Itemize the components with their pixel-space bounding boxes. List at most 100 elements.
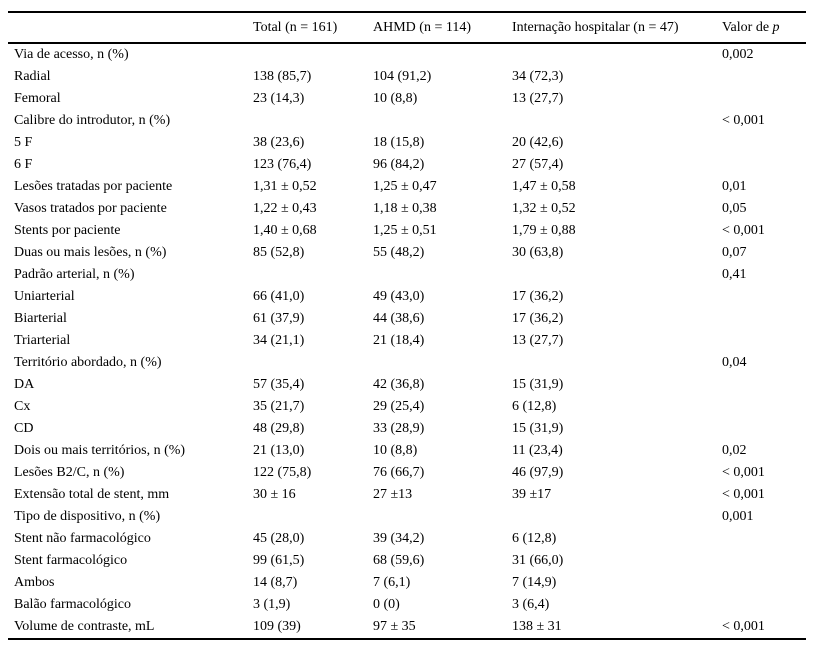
cell-total: 3 (1,9)	[253, 597, 291, 612]
cell-p-value: < 0,001	[722, 223, 765, 238]
cell-ahmd: 96 (84,2)	[373, 157, 425, 172]
cell-p-value: 0,07	[722, 245, 747, 260]
cell-ahmd	[373, 43, 512, 66]
cell-total: 23 (14,3)	[253, 91, 305, 106]
cell-p-value	[722, 550, 806, 572]
table-row: Triarterial 34 (21,1) 21 (18,4) 13 (27,7…	[8, 330, 806, 352]
cell-total: 1,40 ± 0,68	[253, 223, 317, 238]
cell-internacao: 6 (12,8)	[512, 399, 557, 414]
table-row: Calibre do introdutor, n (%) < 0,001	[8, 110, 806, 132]
cell-ahmd: 49 (43,0)	[373, 289, 425, 304]
cell-total: 45 (28,0)	[253, 531, 305, 546]
cell-internacao: 15 (31,9)	[512, 377, 564, 392]
p-value-header-symbol: p	[772, 19, 780, 35]
p-value-header-prefix: Valor de	[722, 19, 770, 35]
row-label: Dois ou mais territórios, n (%)	[14, 443, 186, 458]
cell-total: 1,22 ± 0,43	[253, 201, 317, 216]
cell-internacao: 13 (27,7)	[512, 91, 564, 106]
row-label: Femoral	[14, 91, 61, 106]
cell-total: 138 (85,7)	[253, 69, 312, 84]
cell-p-value: 0,41	[722, 267, 747, 282]
cell-total: 57 (35,4)	[253, 377, 305, 392]
cell-p-value: 0,02	[722, 443, 747, 458]
cell-p-value	[722, 66, 806, 88]
table-row: Território abordado, n (%) 0,04	[8, 352, 806, 374]
table-body: Via de acesso, n (%) 0,002 Radial 138 (8…	[8, 43, 806, 639]
cell-total: 14 (8,7)	[253, 575, 298, 590]
row-label: Ambos	[14, 575, 55, 590]
cell-p-value	[722, 396, 806, 418]
cell-p-value: < 0,001	[722, 113, 765, 128]
table-row: Stents por paciente 1,40 ± 0,68 1,25 ± 0…	[8, 220, 806, 242]
cell-total	[253, 43, 373, 66]
cell-internacao: 13 (27,7)	[512, 333, 564, 348]
cell-total: 48 (29,8)	[253, 421, 305, 436]
cell-ahmd	[373, 352, 512, 374]
cell-internacao: 15 (31,9)	[512, 421, 564, 436]
cell-ahmd: 7 (6,1)	[373, 575, 411, 590]
row-label: Triarterial	[14, 333, 71, 348]
table-row: Duas ou mais lesões, n (%) 85 (52,8) 55 …	[8, 242, 806, 264]
row-label: Stents por paciente	[14, 223, 121, 238]
cell-total	[253, 506, 373, 528]
table-row: Via de acesso, n (%) 0,002	[8, 43, 806, 66]
cell-internacao: 30 (63,8)	[512, 245, 564, 260]
cell-p-value: 0,05	[722, 201, 747, 216]
cell-total: 21 (13,0)	[253, 443, 305, 458]
cell-internacao: 6 (12,8)	[512, 531, 557, 546]
cell-internacao: 7 (14,9)	[512, 575, 557, 590]
table-row: 6 F 123 (76,4) 96 (84,2) 27 (57,4)	[8, 154, 806, 176]
cell-total: 66 (41,0)	[253, 289, 305, 304]
cell-total: 99 (61,5)	[253, 553, 305, 568]
cell-internacao: 27 (57,4)	[512, 157, 564, 172]
cell-p-value	[722, 330, 806, 352]
table-row: Lesões B2/C, n (%) 122 (75,8) 76 (66,7) …	[8, 462, 806, 484]
cell-total: 35 (21,7)	[253, 399, 305, 414]
row-label: Vasos tratados por paciente	[14, 201, 167, 216]
cell-p-value	[722, 154, 806, 176]
row-label: CD	[14, 421, 34, 436]
cell-internacao	[512, 506, 722, 528]
table-row: 5 F 38 (23,6) 18 (15,8) 20 (42,6)	[8, 132, 806, 154]
cell-ahmd: 97 ± 35	[373, 619, 416, 634]
table-row: Biarterial 61 (37,9) 44 (38,6) 17 (36,2)	[8, 308, 806, 330]
cell-total	[253, 264, 373, 286]
table-row: Balão farmacológico 3 (1,9) 0 (0) 3 (6,4…	[8, 594, 806, 616]
cell-total: 61 (37,9)	[253, 311, 305, 326]
table-row: Volume de contraste, mL 109 (39) 97 ± 35…	[8, 616, 806, 639]
cell-p-value: 0,001	[722, 509, 754, 524]
cell-internacao	[512, 352, 722, 374]
cell-p-value	[722, 88, 806, 110]
row-label: 5 F	[14, 135, 33, 150]
cell-internacao: 1,32 ± 0,52	[512, 201, 576, 216]
cell-ahmd: 44 (38,6)	[373, 311, 425, 326]
cell-internacao	[512, 264, 722, 286]
cell-p-value	[722, 594, 806, 616]
cell-ahmd: 39 (34,2)	[373, 531, 425, 546]
row-label: Lesões tratadas por paciente	[14, 179, 173, 194]
cell-internacao	[512, 110, 722, 132]
cell-internacao: 39 ±17	[512, 487, 552, 502]
cell-ahmd: 21 (18,4)	[373, 333, 425, 348]
row-label: Lesões B2/C, n (%)	[14, 465, 125, 480]
cell-p-value: 0,01	[722, 179, 747, 194]
cell-ahmd: 10 (8,8)	[373, 443, 418, 458]
table-row: Lesões tratadas por paciente 1,31 ± 0,52…	[8, 176, 806, 198]
table-row: Stent farmacológico 99 (61,5) 68 (59,6) …	[8, 550, 806, 572]
cell-internacao: 1,79 ± 0,88	[512, 223, 576, 238]
cell-ahmd: 1,25 ± 0,51	[373, 223, 437, 238]
cell-p-value: < 0,001	[722, 487, 765, 502]
cell-total: 85 (52,8)	[253, 245, 305, 260]
cell-ahmd: 68 (59,6)	[373, 553, 425, 568]
table-row: Stent não farmacológico 45 (28,0) 39 (34…	[8, 528, 806, 550]
cell-ahmd: 0 (0)	[373, 597, 400, 612]
cell-total: 30 ± 16	[253, 487, 296, 502]
cell-internacao: 31 (66,0)	[512, 553, 564, 568]
cell-total: 109 (39)	[253, 619, 301, 634]
cell-total: 34 (21,1)	[253, 333, 305, 348]
table-row: Dois ou mais territórios, n (%) 21 (13,0…	[8, 440, 806, 462]
cell-internacao: 20 (42,6)	[512, 135, 564, 150]
table-row: Extensão total de stent, mm 30 ± 16 27 ±…	[8, 484, 806, 506]
table-row: Femoral 23 (14,3) 10 (8,8) 13 (27,7)	[8, 88, 806, 110]
cell-total: 1,31 ± 0,52	[253, 179, 317, 194]
